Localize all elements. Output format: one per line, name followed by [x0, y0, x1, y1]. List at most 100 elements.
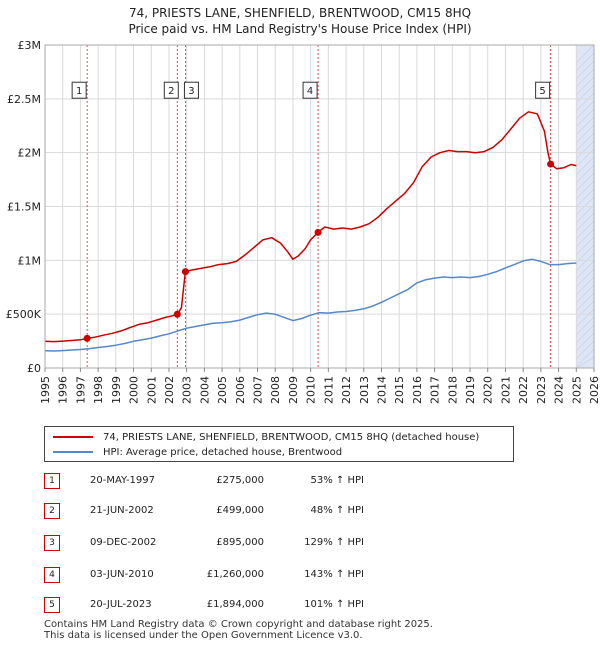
x-tick-label: 2012: [340, 376, 353, 404]
x-tick-label: 2024: [553, 376, 566, 404]
y-tick-label: £500K: [6, 308, 42, 321]
legend-label-property: 74, PRIESTS LANE, SHENFIELD, BRENTWOOD, …: [103, 431, 480, 443]
transaction-number: 2: [44, 503, 60, 519]
chart-title: 74, PRIESTS LANE, SHENFIELD, BRENTWOOD, …: [128, 6, 472, 20]
future-hatch-line: [576, 212, 595, 231]
price-chart: 1 2 3 4 5 £0 £500K £1M £1.5M £2M £2.5M £3M 1995 1996…: [6, 39, 600, 404]
future-hatch-line: [576, 148, 595, 167]
attribution-line-1: Contains HM Land Registry data © Crown c…: [44, 619, 433, 630]
sale-label: 5: [539, 86, 545, 97]
x-tick-label: 2021: [499, 376, 512, 404]
x-tick-label: 2004: [198, 376, 211, 404]
x-tick-label: 2022: [517, 376, 530, 404]
table-row: 2 21-JUN-2002 £499,000 48% ↑ HPI: [44, 503, 424, 519]
future-hatch-line: [576, 44, 595, 63]
future-hatch-line: [576, 284, 595, 303]
future-hatch-line: [576, 260, 595, 279]
sale-label-box: [183, 81, 199, 99]
future-hatch-line: [576, 68, 595, 87]
y-tick-label: £1.5M: [7, 201, 41, 214]
sale-point: [547, 160, 555, 168]
future-hatch-line: [576, 92, 595, 111]
chart-legend: 74, PRIESTS LANE, SHENFIELD, BRENTWOOD, …: [44, 426, 514, 462]
future-hatch-line: [576, 252, 595, 271]
sale-point: [173, 310, 181, 318]
future-hatch-line: [576, 116, 595, 135]
x-tick-label: 2019: [464, 376, 477, 404]
table-row: 3 09-DEC-2002 £895,000 129% ↑ HPI: [44, 535, 424, 551]
future-hatch-line: [576, 268, 595, 287]
sale-point: [83, 334, 91, 342]
transaction-date: 20-JUL-2023: [90, 599, 152, 610]
legend-item-hpi: HPI: Average price, detached house, Bren…: [53, 445, 342, 459]
future-hatch-line: [576, 236, 595, 255]
future-hatch-line: [576, 356, 595, 369]
sale-label-box: [302, 81, 318, 99]
future-hatch-line: [576, 332, 595, 351]
table-row: 1 20-MAY-1997 £275,000 53% ↑ HPI: [44, 473, 424, 489]
transaction-price: £1,894,000: [206, 599, 264, 610]
x-tick-label: 2018: [446, 376, 459, 404]
plot-frame: [44, 44, 595, 369]
x-tick-label: 2014: [375, 376, 388, 404]
transaction-hpi-change: 53% ↑ HPI: [310, 475, 364, 486]
future-hatch-line: [576, 228, 595, 247]
future-hatch-line: [576, 164, 595, 183]
future-hatch-line: [576, 308, 595, 327]
transaction-number: 4: [44, 567, 60, 583]
property-price-line: [44, 111, 577, 343]
x-tick-label: 2001: [145, 376, 158, 404]
sale-label: 1: [76, 86, 82, 97]
x-tick-label: 2017: [429, 376, 442, 404]
future-hatch-line: [576, 348, 595, 367]
table-row: 5 20-JUL-2023 £1,894,000 101% ↑ HPI: [44, 597, 424, 613]
x-tick-label: 1995: [39, 376, 52, 404]
x-tick-label: 1998: [92, 376, 105, 404]
sale-label-box: [71, 81, 87, 99]
future-hatch-line: [576, 316, 595, 335]
transaction-number: 1: [44, 473, 60, 489]
future-hatch-line: [576, 300, 595, 319]
transaction-date: 21-JUN-2002: [90, 505, 154, 516]
y-tick-label: £2M: [18, 147, 42, 160]
future-hatch-line: [576, 180, 595, 199]
x-tick-label: 2009: [287, 376, 300, 404]
chart-subtitle: Price paid vs. HM Land Registry's House …: [128, 22, 472, 36]
future-hatch-line: [576, 108, 595, 127]
future-hatch-line: [576, 220, 595, 239]
x-tick-label: 1996: [57, 376, 70, 404]
transaction-date: 20-MAY-1997: [90, 475, 156, 486]
x-tick-label: 2006: [234, 376, 247, 404]
sale-point: [314, 228, 322, 236]
sale-label-box: [163, 81, 179, 99]
transaction-hpi-change: 48% ↑ HPI: [310, 505, 364, 516]
future-hatch-line: [576, 124, 595, 143]
x-tick-label: 1999: [110, 376, 123, 404]
y-tick-label: £2.5M: [7, 93, 41, 106]
x-tick-label: 2000: [128, 376, 141, 404]
x-tick-label: 2011: [322, 376, 335, 404]
x-tick-label: 2005: [216, 376, 229, 404]
future-hatch-line: [576, 84, 595, 103]
transaction-hpi-change: 101% ↑ HPI: [304, 599, 364, 610]
sale-point: [181, 268, 189, 276]
legend-label-hpi: HPI: Average price, detached house, Bren…: [103, 446, 343, 458]
transaction-number: 5: [44, 597, 60, 613]
future-hatch-line: [576, 204, 595, 223]
attribution-footer: Contains HM Land Registry data © Crown c…: [44, 619, 433, 641]
future-hatch-line: [576, 188, 595, 207]
sale-label-box: [535, 81, 551, 99]
future-hatch-line: [576, 156, 595, 175]
transaction-date: 09-DEC-2002: [90, 537, 157, 548]
future-hatch-line: [576, 60, 595, 79]
x-tick-label: 2010: [305, 376, 318, 404]
future-hatch-line: [576, 244, 595, 263]
future-hatch-line: [576, 140, 595, 159]
table-row: 4 03-JUN-2010 £1,260,000 143% ↑ HPI: [44, 567, 424, 583]
transaction-hpi-change: 143% ↑ HPI: [304, 569, 364, 580]
x-tick-label: 2007: [252, 376, 265, 404]
sale-label: 2: [168, 86, 174, 97]
legend-item-property: 74, PRIESTS LANE, SHENFIELD, BRENTWOOD, …: [53, 430, 479, 444]
legend-swatch-property: [53, 436, 93, 438]
y-tick-label: £0: [27, 362, 41, 375]
